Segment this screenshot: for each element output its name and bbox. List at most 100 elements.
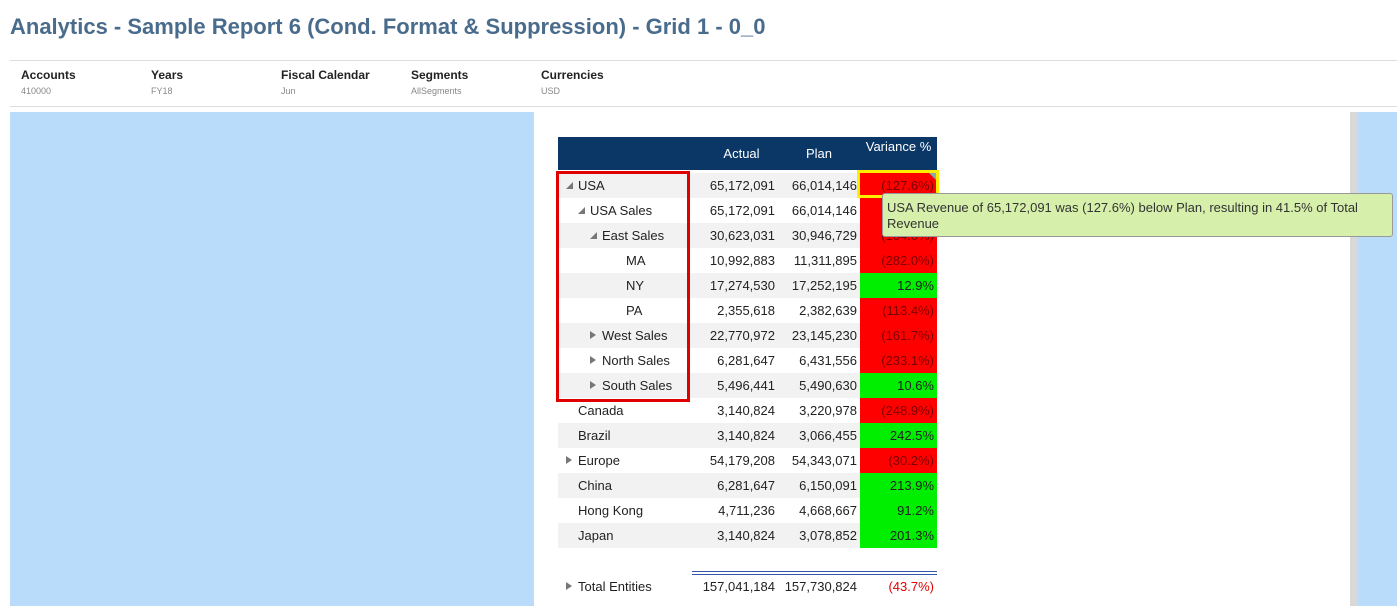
pov-value: Jun bbox=[281, 86, 296, 96]
variance: 91.2% bbox=[897, 503, 934, 518]
column-header: Plan bbox=[805, 146, 833, 161]
actual: 2,355,618 bbox=[717, 303, 775, 318]
variance: 242.5% bbox=[889, 428, 934, 443]
variance: (161.7%) bbox=[881, 328, 934, 343]
plan: 4,668,667 bbox=[799, 503, 857, 518]
expander[interactable] bbox=[566, 182, 573, 189]
actual: 4,711,236 bbox=[718, 503, 775, 518]
expander[interactable] bbox=[590, 232, 597, 239]
divider bbox=[10, 60, 1397, 61]
variance: (282.0%) bbox=[881, 253, 934, 268]
report-title: Analytics - Sample Report 6 (Cond. Forma… bbox=[10, 14, 766, 39]
variance: (233.1%) bbox=[881, 353, 934, 368]
row-bg bbox=[558, 398, 860, 423]
actual: 5,496,441 bbox=[717, 378, 775, 393]
plan: 6,431,556 bbox=[799, 353, 857, 368]
variance: 10.6% bbox=[897, 378, 934, 393]
total-plan: 157,730,824 bbox=[784, 579, 857, 594]
plan: 6,150,091 bbox=[799, 478, 857, 493]
plan: 5,490,630 bbox=[799, 378, 857, 393]
row-label: Canada bbox=[578, 403, 624, 418]
tooltip: USA Revenue of 65,172,091 was (127.6%) b… bbox=[882, 193, 1393, 237]
plan: 17,252,195 bbox=[791, 278, 857, 293]
total-label: Total Entities bbox=[578, 579, 652, 594]
row-label: USA Sales bbox=[590, 203, 653, 218]
actual: 22,770,972 bbox=[709, 328, 775, 343]
expander[interactable] bbox=[590, 381, 600, 389]
variance: (113.4%) bbox=[882, 303, 934, 318]
row-label: MA bbox=[626, 253, 646, 268]
expander[interactable] bbox=[566, 456, 576, 464]
actual: 17,274,530 bbox=[709, 278, 775, 293]
plan: 2,382,639 bbox=[799, 303, 857, 318]
variance: (127.6%) bbox=[881, 178, 934, 193]
actual: 54,179,208 bbox=[709, 453, 775, 468]
pov-value: FY18 bbox=[151, 86, 173, 96]
double-rule bbox=[692, 571, 937, 575]
row-label: Europe bbox=[578, 453, 620, 468]
plan: 66,014,146 bbox=[791, 203, 857, 218]
highlight-box bbox=[556, 171, 690, 402]
variance-bg bbox=[860, 373, 937, 398]
plan: 30,946,729 bbox=[791, 228, 857, 243]
variance: 201.3% bbox=[889, 528, 934, 543]
row-bg bbox=[558, 523, 860, 548]
variance-bg bbox=[860, 498, 937, 523]
row-bg bbox=[558, 273, 860, 298]
variance-bg bbox=[860, 248, 937, 273]
variance-bg bbox=[860, 323, 937, 348]
row-label: Japan bbox=[578, 528, 614, 543]
row-label: Hong Kong bbox=[578, 503, 644, 518]
variance-bg bbox=[860, 473, 937, 498]
row-label: China bbox=[578, 478, 612, 493]
expander[interactable] bbox=[590, 331, 600, 339]
variance-bg bbox=[860, 398, 937, 423]
pov-value: AllSegments bbox=[411, 86, 462, 96]
row-bg bbox=[558, 348, 860, 373]
pov-label[interactable]: Segments bbox=[411, 68, 469, 82]
actual: 6,281,647 bbox=[717, 478, 775, 493]
variance-bg bbox=[860, 273, 937, 298]
pov-label[interactable]: Currencies bbox=[541, 68, 604, 82]
header-row bbox=[558, 137, 937, 170]
pov-label[interactable]: Fiscal Calendar bbox=[281, 68, 370, 82]
row-bg bbox=[558, 498, 860, 523]
column-header: Actual bbox=[723, 146, 760, 161]
variance: (248.9%) bbox=[881, 403, 934, 418]
row-bg bbox=[558, 173, 860, 198]
row-bg bbox=[558, 448, 860, 473]
actual: 10,992,883 bbox=[709, 253, 775, 268]
actual: 6,281,647 bbox=[717, 353, 775, 368]
actual: 3,140,824 bbox=[717, 428, 775, 443]
pov-label[interactable]: Years bbox=[151, 68, 184, 82]
row-bg bbox=[558, 323, 860, 348]
scrollbar bbox=[1350, 112, 1358, 606]
variance: 213.9% bbox=[889, 478, 934, 493]
row-label: North Sales bbox=[602, 353, 670, 368]
row-bg bbox=[558, 298, 860, 323]
plan: 3,220,978 bbox=[799, 403, 857, 418]
actual: 30,623,031 bbox=[709, 228, 775, 243]
row-label: USA bbox=[578, 178, 605, 193]
expander[interactable] bbox=[566, 582, 576, 590]
row-bg bbox=[558, 248, 860, 273]
actual: 65,172,091 bbox=[709, 203, 775, 218]
actual: 3,140,824 bbox=[717, 528, 775, 543]
expander[interactable] bbox=[578, 207, 585, 214]
actual: 65,172,091 bbox=[709, 178, 775, 193]
row-label: NY bbox=[626, 278, 645, 293]
variance-bg bbox=[860, 423, 937, 448]
row-label: PA bbox=[626, 303, 643, 318]
row-label: Brazil bbox=[578, 428, 611, 443]
actual: 3,140,824 bbox=[717, 403, 775, 418]
variance: 12.9% bbox=[897, 278, 934, 293]
column-header: Variance % bbox=[865, 139, 932, 154]
row-bg bbox=[558, 373, 860, 398]
total-variance: (43.7%) bbox=[888, 579, 934, 594]
pov-label[interactable]: Accounts bbox=[21, 68, 76, 82]
comment-flag bbox=[929, 173, 937, 181]
row-label: South Sales bbox=[602, 378, 673, 393]
expander[interactable] bbox=[590, 356, 600, 364]
plan: 23,145,230 bbox=[791, 328, 857, 343]
